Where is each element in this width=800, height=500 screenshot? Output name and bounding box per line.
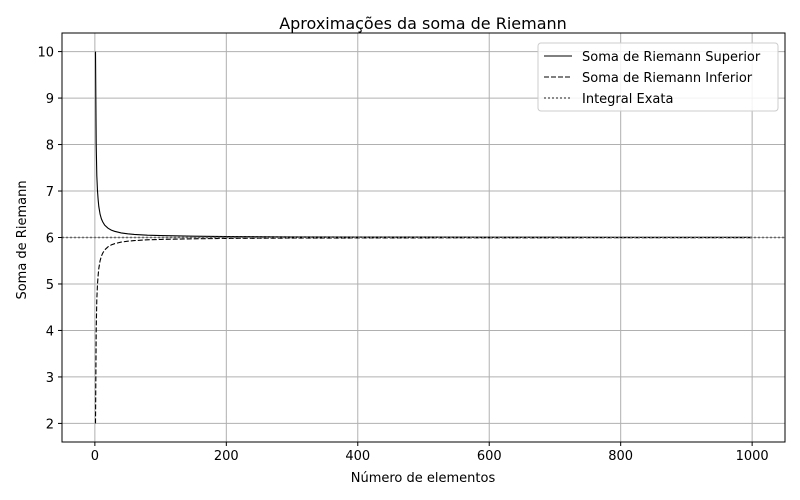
- x-tick-label: 200: [214, 449, 239, 464]
- x-tick-label: 800: [608, 449, 633, 464]
- legend-label-2: Integral Exata: [582, 92, 673, 107]
- series-line-1: [94, 237, 753, 424]
- y-tick-label: 7: [46, 185, 54, 200]
- y-tick-label: 4: [46, 324, 54, 339]
- y-tick-label: 9: [46, 92, 54, 107]
- legend-label-0: Soma de Riemann Superior: [582, 50, 761, 65]
- y-tick-label: 6: [46, 232, 54, 247]
- y-tick-label: 8: [46, 139, 54, 154]
- x-tick-label: 1000: [736, 449, 769, 464]
- legend-label-1: Soma de Riemann Inferior: [582, 71, 753, 86]
- x-axis-ticks: 0 200 400 600 800 1000: [91, 442, 769, 464]
- y-tick-label: 10: [37, 46, 54, 61]
- legend-box: [537, 42, 779, 112]
- x-tick-label: 600: [477, 449, 502, 464]
- y-axis-label: Soma de Riemann: [15, 180, 30, 299]
- series-line-0: [94, 51, 753, 238]
- chart-title: Aproximações da soma de Riemann: [279, 14, 567, 33]
- y-tick-label: 2: [46, 417, 54, 432]
- series-lines: [62, 51, 785, 424]
- x-axis-label: Número de elementos: [351, 471, 496, 486]
- y-tick-label: 3: [46, 371, 54, 386]
- x-tick-label: 0: [91, 449, 99, 464]
- y-axis-ticks: 2 3 4 5 6 7 8 9 10: [37, 46, 62, 432]
- y-tick-label: 5: [46, 278, 54, 293]
- legend: Soma de Riemann Superior Soma de Riemann …: [537, 42, 779, 112]
- x-tick-label: 400: [345, 449, 370, 464]
